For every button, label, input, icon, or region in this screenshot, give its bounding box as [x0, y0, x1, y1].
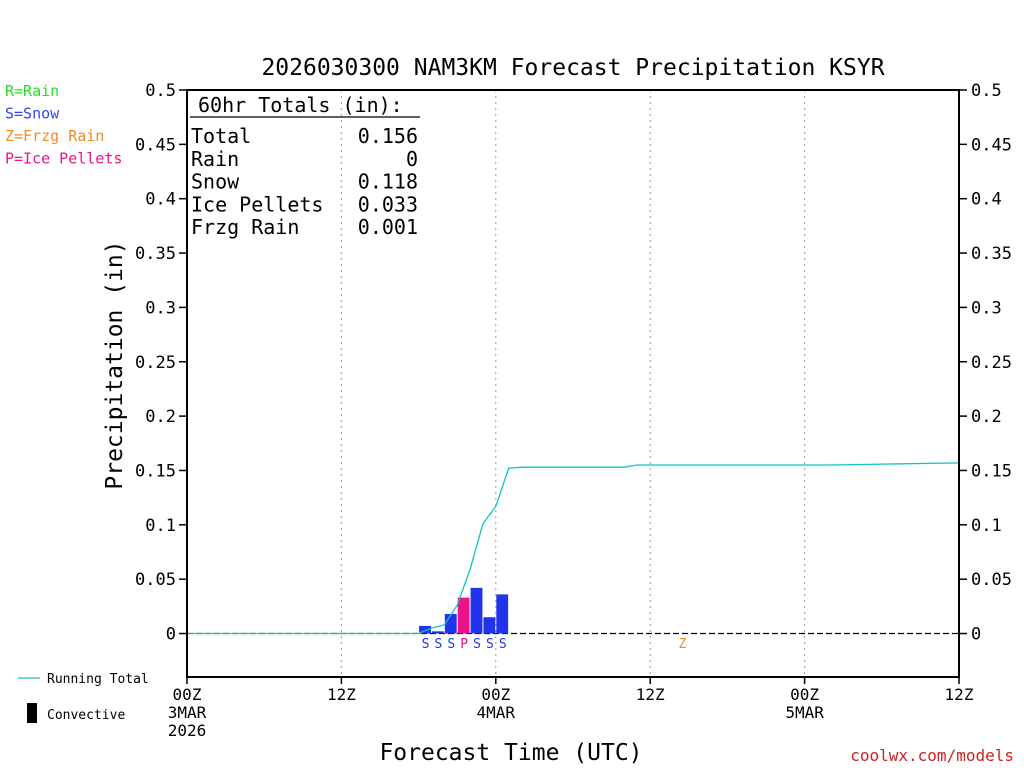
totals-row-label: Total [191, 124, 251, 148]
y-tick-label-right: 0.15 [971, 461, 1012, 481]
y-tick-label-left: 0 [166, 625, 176, 645]
precip-type-letter: S [473, 637, 481, 652]
x-tick-label: 12Z [945, 685, 974, 704]
y-tick-label-left: 0.05 [135, 570, 176, 590]
precip-bar [431, 631, 444, 634]
plot-frame [186, 89, 960, 678]
totals-row-label: Rain [191, 147, 239, 171]
x-tick-label: 12Z [636, 685, 665, 704]
precip-type-legend-item: P=Ice Pellets [5, 150, 122, 168]
y-tick-label-left: 0.4 [145, 190, 176, 210]
y-tick-label-left: 0.15 [135, 461, 176, 481]
totals-row-label: Frzg Rain [191, 215, 299, 239]
y-tick-label-left: 0.3 [145, 298, 176, 318]
precip-bar [457, 597, 470, 634]
x-tick-label: 00Z [790, 685, 819, 704]
y-tick-label-right: 0.4 [971, 190, 1002, 210]
convective-legend-label: Convective [47, 708, 125, 723]
y-tick-label-left: 0.35 [135, 244, 176, 264]
precip-bar [470, 587, 483, 634]
y-tick-label-right: 0.35 [971, 244, 1012, 264]
bars-layer [419, 587, 509, 634]
credit-text: coolwx.com/models [850, 746, 1014, 765]
convective-legend-swatch [27, 703, 37, 723]
running-total-line [187, 462, 960, 635]
precip-type-letter: S [434, 637, 442, 652]
x-tick-label: 12Z [327, 685, 356, 704]
chart-title: 2026030300 NAM3KM Forecast Precipitation… [261, 55, 884, 81]
x-tick-label: 5MAR [785, 703, 824, 722]
series-legend: Running Total Convective [18, 672, 149, 723]
totals-row-label: Snow [191, 170, 240, 194]
ticks-layer: 0 0 0.05 0.05 0.1 0.1 0.15 0.15 0.2 0.2 0.25 0.25 0.… [135, 81, 1012, 740]
precip-type-legend-item: S=Snow [5, 105, 60, 123]
precip-bar [444, 613, 457, 634]
y-tick-label-right: 0.3 [971, 298, 1002, 318]
y-tick-label-right: 0.05 [971, 570, 1012, 590]
x-tick-label: 2026 [168, 721, 207, 740]
y-tick-label-left: 0.2 [145, 407, 176, 427]
x-tick-label: 00Z [173, 685, 202, 704]
y-tick-label-left: 0.25 [135, 353, 176, 373]
totals-row-label: Ice Pellets [191, 192, 323, 216]
totals-heading: 60hr Totals (in): [198, 93, 403, 117]
x-tick-label: 4MAR [477, 703, 516, 722]
precip-type-legend: R=Rain S=Snow Z=Frzg Rain P=Ice Pellets [5, 82, 122, 168]
totals-row-value: 0.156 [358, 124, 418, 148]
totals-row-value: 0.118 [358, 170, 418, 194]
y-tick-label-right: 0 [971, 625, 981, 645]
precip-type-letter: Z [678, 637, 686, 652]
totals-rows: Total 0.156 Rain 0 Snow 0.118 Ice Pellets 0.033… [191, 124, 418, 239]
precip-type-letter: S [447, 637, 455, 652]
totals-row-value: 0.033 [358, 192, 418, 216]
y-tick-label-left: 0.45 [135, 135, 176, 155]
totals-box: 60hr Totals (in): Total 0.156 Rain 0 Snow 0.1… [190, 93, 420, 239]
y-tick-label-left: 0.1 [145, 516, 176, 536]
totals-row-value: 0.001 [358, 215, 418, 239]
precip-bar [419, 625, 431, 634]
y-tick-label-right: 0.1 [971, 516, 1002, 536]
precip-type-legend-item: Z=Frzg Rain [5, 127, 104, 145]
precip-bar [496, 594, 509, 634]
y-tick-label-right: 0.2 [971, 407, 1002, 427]
y-tick-label-right: 0.25 [971, 353, 1012, 373]
running-total-legend-label: Running Total [47, 672, 149, 687]
precip-type-legend-item: R=Rain [5, 82, 59, 100]
y-tick-label-right: 0.5 [971, 81, 1002, 101]
x-tick-label: 00Z [481, 685, 510, 704]
totals-row-value: 0 [406, 147, 418, 171]
y-tick-label-left: 0.5 [145, 81, 176, 101]
precip-bar [483, 617, 496, 634]
precip-type-letter: P [460, 637, 468, 652]
precip-type-letter: S [422, 637, 430, 652]
y-axis-label: Precipitation (in) [102, 240, 128, 489]
precip-type-letter: S [499, 637, 507, 652]
grid-layer [340, 90, 806, 677]
x-axis-label: Forecast Time (UTC) [379, 740, 642, 766]
precip-type-letter: S [486, 637, 494, 652]
y-tick-label-right: 0.45 [971, 135, 1012, 155]
x-tick-label: 3MAR [168, 703, 207, 722]
